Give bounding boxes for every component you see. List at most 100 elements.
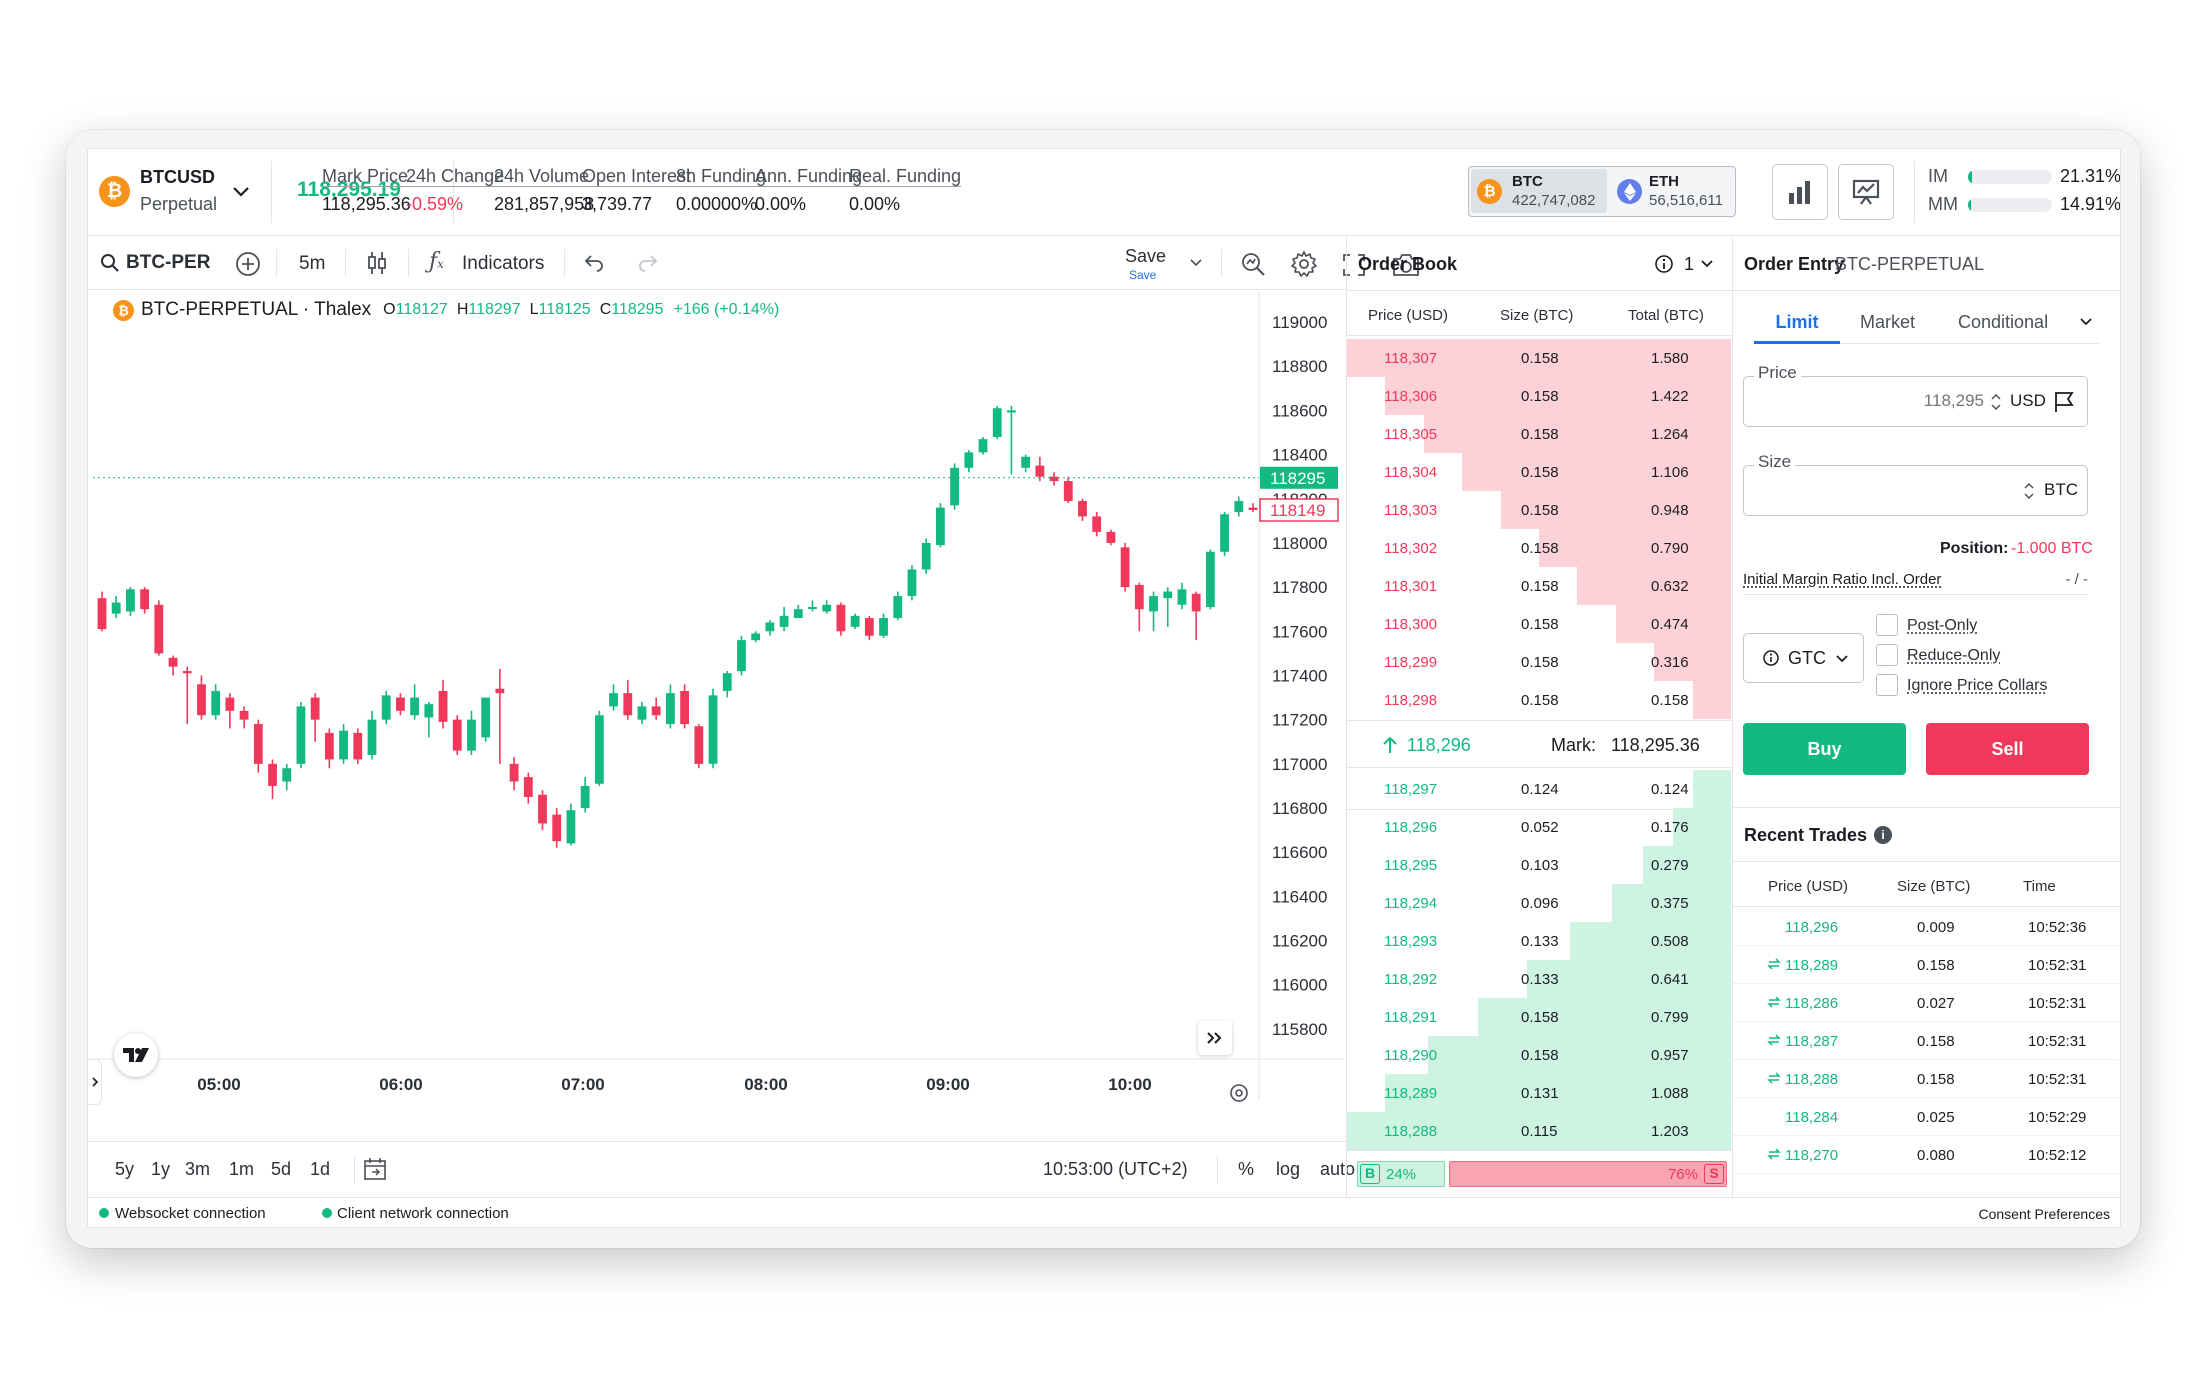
stat-label[interactable]: 24h Change — [406, 166, 505, 186]
bid-level[interactable]: 118,291 0.158 0.799 — [1347, 998, 1731, 1036]
bid-level[interactable]: 118,292 0.133 0.641 — [1347, 960, 1731, 998]
ask-level[interactable]: 118,305 0.158 1.264 — [1347, 415, 1731, 453]
range-1d[interactable]: 1d — [310, 1159, 331, 1179]
info-icon[interactable]: i — [1874, 826, 1892, 844]
ask-total: 0.474 — [1651, 616, 1689, 633]
sell-button[interactable]: Sell — [1926, 723, 2089, 775]
indicators-button[interactable]: Indicators — [462, 253, 545, 274]
bar-chart-icon[interactable] — [1772, 164, 1828, 220]
ask-level[interactable]: 118,307 0.158 1.580 — [1347, 339, 1731, 377]
reduce-only-checkbox[interactable] — [1876, 644, 1898, 666]
scroll-to-realtime-icon[interactable] — [1198, 1021, 1232, 1055]
status-bar: Websocket connection Client network conn… — [88, 1197, 2120, 1227]
mm-progress — [1968, 198, 2052, 212]
tradingview-logo-icon[interactable] — [114, 1033, 158, 1077]
axis-settings-icon[interactable] — [1227, 1081, 1251, 1105]
stat-label[interactable]: 8h Funding — [676, 166, 767, 186]
presentation-chart-icon[interactable] — [1838, 164, 1894, 220]
symbol-search[interactable]: BTC-PER — [126, 252, 211, 273]
tab-limit[interactable]: Limit — [1754, 303, 1840, 344]
toggle-drawing-toolbar[interactable] — [88, 1059, 102, 1105]
size-stepper-icon[interactable] — [2022, 478, 2036, 504]
ask-level[interactable]: 118,304 0.158 1.106 — [1347, 453, 1731, 491]
range-1y[interactable]: 1y — [151, 1159, 171, 1179]
gear-icon[interactable] — [1289, 249, 1319, 279]
log-scale-toggle[interactable]: log — [1276, 1159, 1301, 1179]
add-symbol-icon[interactable] — [234, 250, 262, 278]
conditional-chevron-down-icon[interactable] — [2079, 317, 2093, 327]
bid-level[interactable]: 118,293 0.133 0.508 — [1347, 922, 1731, 960]
legend-l-label: L — [529, 301, 539, 318]
price-stepper-icon[interactable] — [1989, 389, 2003, 415]
range-3m[interactable]: 3m — [185, 1159, 211, 1179]
stat-label[interactable]: Open Interest — [582, 166, 692, 186]
fullscreen-icon[interactable] — [1340, 251, 1368, 279]
range-1m[interactable]: 1m — [229, 1159, 255, 1179]
bid-level[interactable]: 118,295 0.103 0.279 — [1347, 846, 1731, 884]
tab-market[interactable]: Market — [1860, 312, 1916, 332]
index-btc[interactable]: ₿ BTC 422,747,082 — [1471, 169, 1607, 213]
buy-button[interactable]: Buy — [1743, 723, 1906, 775]
instrument-chevron-down-icon[interactable] — [228, 179, 254, 205]
aggregation-chevron-down-icon[interactable] — [1700, 259, 1714, 269]
price-input[interactable] — [1754, 387, 1984, 415]
bid-level[interactable]: 118,290 0.158 0.957 — [1347, 1036, 1731, 1074]
aggregation-selector[interactable]: 1 — [1684, 254, 1695, 274]
camera-icon[interactable] — [1390, 250, 1422, 280]
tab-conditional[interactable]: Conditional — [1958, 312, 2049, 332]
size-field[interactable]: Size BTC — [1743, 452, 2088, 516]
candle-body — [822, 604, 832, 612]
stat-label[interactable]: 24h Volume — [494, 166, 590, 186]
size-input[interactable] — [1754, 476, 2014, 504]
rt-col-price: Price (USD) — [1768, 878, 1849, 895]
ignore-price-collars-label[interactable]: Ignore Price Collars — [1907, 677, 2048, 694]
range-5d[interactable]: 5d — [271, 1159, 292, 1179]
bid-level[interactable]: 118,288 0.115 1.203 — [1347, 1112, 1731, 1150]
price-chart[interactable]: 1190001188001186001184001182001180001178… — [88, 291, 1347, 1105]
time-in-force-select[interactable]: GTC — [1743, 633, 1864, 683]
ask-level[interactable]: 118,306 0.158 1.422 — [1347, 377, 1731, 415]
interval-selector[interactable]: 5m — [299, 253, 326, 274]
ask-level[interactable]: 118,302 0.158 0.790 — [1347, 529, 1731, 567]
index-prices[interactable]: ₿ BTC 422,747,082 ETH 56,516,611 — [1468, 166, 1736, 217]
ignore-price-collars-checkbox[interactable] — [1876, 674, 1898, 696]
post-only-checkbox[interactable] — [1876, 614, 1898, 636]
ask-level[interactable]: 118,303 0.158 0.948 — [1347, 491, 1731, 529]
stat-label[interactable]: Real. Funding — [849, 166, 962, 186]
range-5y[interactable]: 5y — [115, 1159, 135, 1179]
quick-search-icon[interactable] — [1238, 249, 1268, 279]
post-only-label[interactable]: Post-Only — [1907, 617, 1978, 634]
ask-level[interactable]: 118,301 0.158 0.632 — [1347, 567, 1731, 605]
ask-levels: 118,307 0.158 1.580 118,306 0.158 1.422 118,30… — [1347, 339, 1732, 719]
position-value: -1.000 BTC — [2011, 540, 2093, 557]
consent-preferences-link[interactable]: Consent Preferences — [1978, 1206, 2110, 1222]
candle-body — [538, 794, 547, 824]
ob-col-total: Total (BTC) — [1628, 307, 1704, 324]
search-icon[interactable] — [99, 252, 121, 274]
indicators-icon[interactable]: ƒx — [429, 249, 444, 274]
redo-icon[interactable] — [636, 251, 660, 275]
bid-level[interactable]: 118,294 0.096 0.375 — [1347, 884, 1731, 922]
chart-clock[interactable]: 10:53:00 (UTC+2) — [1043, 1159, 1188, 1179]
flag-icon[interactable] — [2051, 389, 2077, 415]
stat-label[interactable]: Mark Price — [322, 166, 409, 186]
candle-style-icon[interactable] — [364, 249, 390, 277]
stat-label[interactable]: Ann. Funding — [755, 166, 863, 186]
ask-level[interactable]: 118,299 0.158 0.316 — [1347, 643, 1731, 681]
candlestick-chart-svg[interactable]: 1190001188001186001184001182001180001178… — [88, 291, 1347, 1101]
price-field[interactable]: Price USD — [1743, 363, 2088, 427]
candle-body — [1205, 551, 1215, 607]
bid-level[interactable]: 118,289 0.131 1.088 — [1347, 1074, 1731, 1112]
ask-level[interactable]: 118,298 0.158 0.158 — [1347, 681, 1731, 719]
index-eth[interactable]: ETH 56,516,611 — [1611, 169, 1733, 213]
save-button[interactable]: Save — [1125, 246, 1167, 266]
save-chevron-down-icon[interactable] — [1189, 257, 1203, 269]
info-icon[interactable] — [1653, 253, 1675, 275]
undo-icon[interactable] — [582, 251, 606, 275]
reduce-only-label[interactable]: Reduce-Only — [1907, 647, 2001, 664]
bid-level[interactable]: 118,296 0.052 0.176 — [1347, 808, 1731, 846]
bid-level[interactable]: 118,297 0.124 0.124 — [1347, 770, 1731, 808]
go-to-date-icon[interactable] — [361, 1155, 389, 1183]
percent-scale-toggle[interactable]: % — [1238, 1159, 1255, 1179]
ask-level[interactable]: 118,300 0.158 0.474 — [1347, 605, 1731, 643]
